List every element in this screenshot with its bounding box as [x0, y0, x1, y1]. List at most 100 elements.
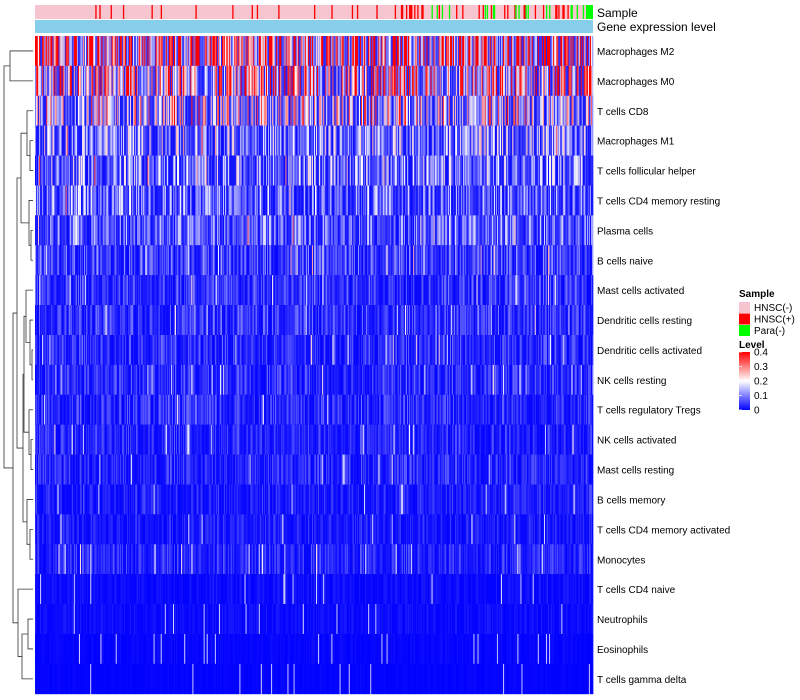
heatmap-cell: [54, 36, 56, 67]
heatmap-cell: [419, 125, 421, 156]
heatmap-cell: [368, 95, 370, 126]
heatmap-cell: [487, 245, 490, 276]
heatmap-cell: [91, 95, 93, 126]
heatmap-cell: [388, 125, 390, 156]
heatmap-cell: [147, 245, 149, 276]
heatmap-cell: [486, 155, 489, 186]
heatmap-cell: [150, 245, 152, 276]
heatmap-cell: [449, 65, 452, 97]
heatmap-cell: [70, 65, 73, 97]
heatmap-cell: [558, 125, 560, 156]
heatmap-cell: [167, 65, 170, 97]
heatmap-cell: [562, 245, 564, 276]
heatmap-cell: [301, 245, 304, 276]
heatmap-cell: [35, 275, 37, 306]
heatmap-cell: [285, 95, 287, 126]
heatmap-cell: [56, 125, 58, 156]
heatmap-cell: [221, 125, 223, 156]
heatmap-cell: [469, 155, 471, 186]
heatmap-cell: [443, 185, 446, 216]
heatmap-cell: [425, 245, 427, 276]
heatmap-cell: [556, 245, 558, 276]
heatmap-cell: [377, 36, 379, 67]
heatmap-cell: [91, 245, 93, 276]
heatmap-cell: [373, 125, 375, 156]
heatmap-cell: [158, 125, 161, 156]
heatmap-cell: [216, 215, 219, 246]
heatmap-cell: [232, 65, 234, 97]
heatmap-cell: [274, 95, 276, 126]
heatmap-cell: [366, 125, 368, 156]
heatmap-cell: [479, 245, 481, 276]
heatmap-cell: [140, 275, 142, 306]
heatmap-cell: [278, 65, 280, 97]
heatmap-cell: [591, 65, 594, 97]
heatmap-cell: [48, 185, 50, 216]
heatmap-cell: [122, 185, 125, 216]
heatmap-cell: [358, 95, 361, 126]
heatmap-cell: [377, 215, 379, 246]
heatmap-cell: [299, 215, 302, 246]
heatmap-cell: [513, 215, 515, 246]
heatmap-cell: [175, 125, 177, 156]
heatmap-cell: [393, 95, 396, 126]
heatmap-cell: [157, 65, 160, 97]
heatmap-cell: [196, 125, 198, 156]
heatmap-cell: [584, 36, 587, 67]
heatmap-cell: [523, 125, 525, 156]
heatmap-cell: [41, 245, 43, 276]
heatmap-cell: [50, 185, 52, 216]
heatmap-cell: [159, 185, 162, 216]
heatmap-cell: [186, 215, 188, 246]
heatmap-cell: [328, 245, 330, 276]
heatmap-cell: [42, 95, 44, 126]
heatmap-cell: [470, 245, 472, 276]
heatmap-cell: [212, 36, 215, 67]
heatmap-cell: [106, 95, 108, 126]
heatmap-cell: [226, 215, 228, 246]
heatmap-cell: [533, 65, 536, 97]
heatmap-cell: [184, 36, 186, 67]
heatmap-cell: [302, 155, 305, 186]
heatmap-cell: [395, 125, 398, 156]
heatmap-cell: [455, 95, 457, 126]
heatmap-cell: [388, 95, 390, 126]
heatmap-cell: [507, 125, 509, 156]
heatmap-cell: [151, 245, 153, 276]
heatmap-cell: [365, 65, 367, 97]
heatmap-cell: [77, 275, 80, 306]
heatmap-cell: [134, 125, 136, 156]
heatmap-cell: [153, 245, 155, 276]
heatmap-cell: [405, 95, 408, 126]
heatmap-cell: [381, 95, 383, 126]
heatmap-cell: [520, 65, 522, 97]
heatmap-cell: [575, 215, 577, 246]
heatmap-cell: [90, 95, 92, 126]
heatmap-cell: [89, 65, 91, 97]
heatmap-cell: [275, 95, 277, 126]
heatmap-cell: [312, 95, 315, 126]
heatmap-cell: [249, 155, 251, 186]
heatmap-cell: [54, 95, 56, 126]
heatmap-cell: [457, 215, 459, 246]
heatmap-cell: [530, 65, 533, 97]
heatmap-cell: [432, 155, 434, 186]
heatmap-cell: [482, 65, 484, 97]
sample-mark-hnsc-pos: [110, 5, 112, 19]
heatmap-cell: [93, 215, 95, 246]
heatmap-cell: [347, 215, 350, 246]
heatmap-cell: [245, 125, 247, 156]
heatmap-cell: [553, 245, 555, 276]
heatmap-cell: [76, 245, 79, 276]
heatmap-cell: [523, 155, 525, 186]
heatmap-cell: [158, 36, 161, 67]
heatmap-cell: [272, 185, 274, 216]
heatmap-cell: [399, 245, 402, 276]
heatmap-cell: [124, 275, 127, 306]
heatmap-cell: [534, 215, 537, 246]
heatmap-cell: [502, 245, 504, 276]
heatmap-cell: [49, 36, 51, 67]
heatmap-cell: [491, 245, 494, 276]
heatmap-cell: [434, 125, 436, 156]
heatmap-cell: [290, 215, 292, 246]
